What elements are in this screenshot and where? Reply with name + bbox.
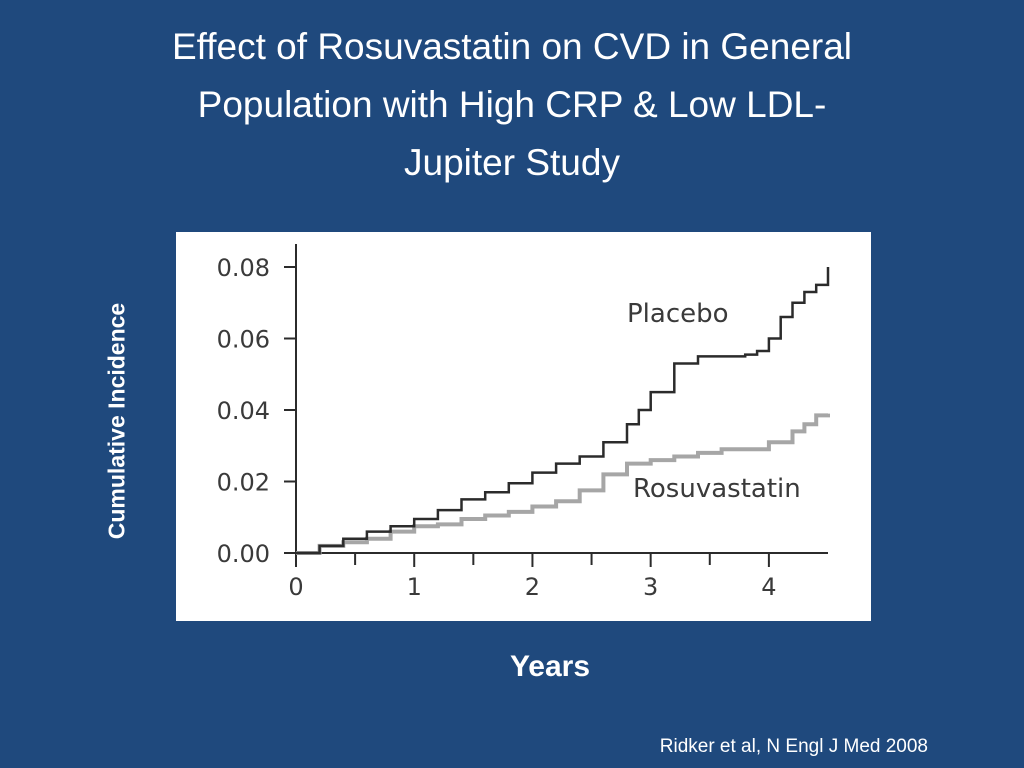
y-tick-label: 0.02 (217, 469, 270, 497)
x-tick-label: 2 (525, 573, 540, 601)
y-tick-label: 0.00 (217, 540, 270, 568)
slide-title: Effect of Rosuvastatin on CVD in General… (100, 18, 924, 192)
x-tick-label: 0 (288, 573, 303, 601)
series-label-rosuvastatin: Rosuvastatin (633, 474, 801, 504)
x-tick-label: 1 (407, 573, 422, 601)
y-tick-label: 0.08 (217, 254, 270, 282)
x-tick-label: 4 (761, 573, 776, 601)
citation: Ridker et al, N Engl J Med 2008 (659, 736, 928, 757)
x-tick-label: 3 (643, 573, 658, 601)
title-line-3: Jupiter Study (404, 142, 620, 183)
y-tick-label: 0.06 (217, 326, 270, 354)
title-line-2: Population with High CRP & Low LDL- (197, 84, 827, 125)
title-line-1: Effect of Rosuvastatin on CVD in General (171, 26, 853, 67)
x-axis-label: Years (509, 650, 591, 683)
kaplan-meier-chart: 0.00 0.02 0.04 0.06 0.08 0 1 2 3 4 Placebo Rosuvast… (217, 244, 830, 601)
series-label-placebo: Placebo (627, 299, 729, 329)
chart-panel: 0.00 0.02 0.04 0.06 0.08 0 1 2 3 4 Placebo Rosuvast… (176, 232, 871, 621)
series-line-placebo (296, 267, 830, 555)
y-axis-label: Cumulative Incidence (103, 302, 130, 540)
y-tick-label: 0.04 (217, 397, 270, 425)
